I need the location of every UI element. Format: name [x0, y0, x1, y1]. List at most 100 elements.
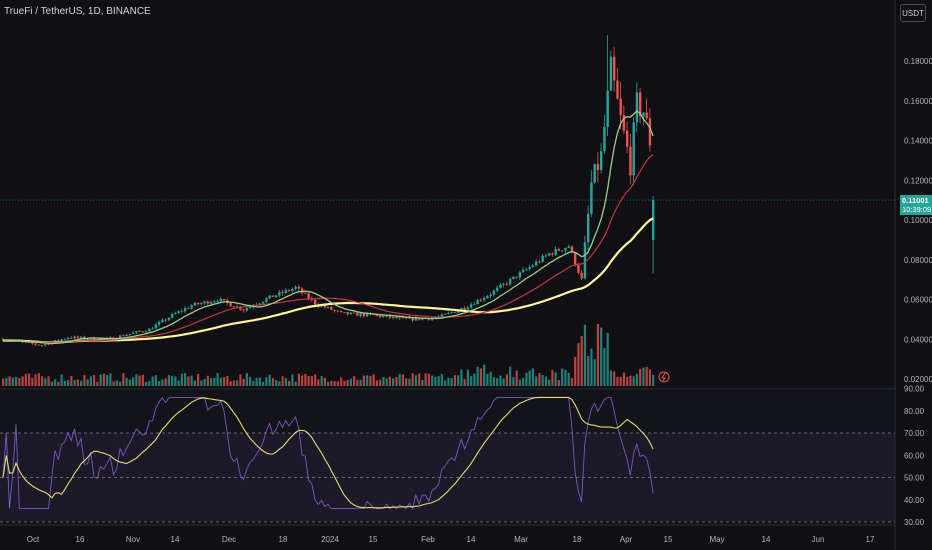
volume-bar: [486, 373, 489, 386]
price-tick-label: 0.02000: [904, 375, 932, 384]
volume-bar: [180, 373, 183, 386]
volume-bar: [148, 380, 151, 386]
candle-body: [612, 56, 616, 81]
volume-bar: [210, 378, 213, 386]
candle-body: [222, 299, 226, 301]
candle-body: [330, 307, 333, 310]
volume-bar: [154, 375, 157, 386]
candle-body: [76, 336, 80, 338]
volume-bar: [190, 375, 193, 386]
candle-body: [404, 317, 408, 319]
volume-bar: [327, 381, 330, 386]
volume-bar: [483, 364, 486, 386]
volume-bar: [278, 381, 281, 386]
volume-bar: [288, 380, 291, 386]
volume-bar: [76, 379, 79, 386]
volume-bar: [645, 366, 648, 386]
candle-body: [482, 298, 486, 301]
candle-body: [213, 301, 216, 303]
candle-body: [362, 313, 366, 317]
candle-body: [590, 182, 593, 214]
candle-body: [518, 272, 522, 278]
volume-bar: [333, 381, 336, 386]
candle-body: [447, 312, 450, 314]
currency-button[interactable]: USDT: [900, 4, 926, 22]
candle-body: [557, 248, 561, 251]
volume-bar: [616, 377, 619, 386]
candle-body: [206, 301, 210, 304]
candle-body: [242, 309, 245, 311]
rsi-tick-label: 60.00: [904, 451, 925, 460]
volume-bar: [317, 379, 320, 386]
volume-bar: [587, 356, 590, 386]
time-tick-label: May: [709, 535, 724, 544]
candle-body: [333, 309, 336, 311]
time-tick-label: 16: [76, 535, 85, 544]
volume-bar: [320, 375, 323, 386]
volume-bar: [583, 324, 587, 386]
volume-bar: [346, 380, 349, 386]
volume-bar: [164, 378, 167, 386]
volume-bar: [255, 377, 258, 386]
volume-bar: [535, 376, 538, 386]
candle-body: [554, 248, 557, 255]
volume-bar: [369, 375, 372, 386]
candle-body: [443, 313, 447, 315]
volume-bar: [310, 375, 313, 386]
candle-body: [170, 314, 174, 318]
volume-bar: [193, 380, 196, 386]
time-tick-label: Oct: [27, 535, 40, 544]
candle-body: [421, 318, 424, 320]
candle-body: [440, 314, 444, 317]
volume-bar: [161, 379, 164, 386]
candle-body: [375, 315, 379, 316]
candle-body: [534, 261, 538, 266]
candle-body: [531, 265, 535, 268]
volume-bar: [476, 366, 479, 386]
candle-body: [24, 341, 28, 343]
volume-bar: [385, 378, 388, 386]
volume-bar: [60, 374, 63, 386]
candle-body: [164, 319, 167, 321]
volume-bar: [294, 381, 297, 386]
candle-body: [53, 340, 57, 343]
volume-bar: [216, 373, 219, 386]
candle-body: [593, 164, 596, 183]
volume-bar: [512, 377, 515, 386]
rsi-tick-label: 90.00: [904, 385, 925, 394]
volume-bar: [421, 379, 424, 386]
candle-body: [122, 335, 125, 337]
volume-bar: [151, 376, 154, 386]
candle-body: [372, 314, 375, 316]
candle-body: [291, 288, 294, 291]
candle-body: [570, 246, 574, 253]
volume-bar: [437, 376, 440, 386]
volume-bar: [73, 380, 76, 386]
volume-bar: [577, 343, 580, 386]
candle-body: [196, 302, 200, 305]
candle-body: [144, 331, 148, 333]
volume-bar: [31, 377, 34, 386]
candle-body: [580, 272, 583, 279]
candle-body: [148, 328, 151, 332]
volume-bar: [125, 377, 128, 386]
volume-bar: [258, 377, 261, 386]
volume-bar: [509, 366, 512, 386]
volume-bar: [434, 376, 437, 386]
symbol-title[interactable]: TrueFi / TetherUS, 1D, BINANCE: [4, 6, 151, 17]
volume-bar: [496, 378, 499, 386]
volume-bar: [314, 374, 317, 386]
candle-body: [161, 319, 164, 323]
volume-bar: [229, 381, 232, 386]
volume-bar: [349, 378, 353, 386]
candle-body: [265, 298, 268, 302]
candle-body: [190, 305, 193, 309]
candle-body: [278, 291, 281, 296]
candle-body: [284, 289, 288, 293]
candle-body: [235, 306, 239, 308]
volume-bar: [11, 377, 14, 386]
volume-bar: [34, 374, 37, 386]
candle-body: [466, 307, 470, 310]
